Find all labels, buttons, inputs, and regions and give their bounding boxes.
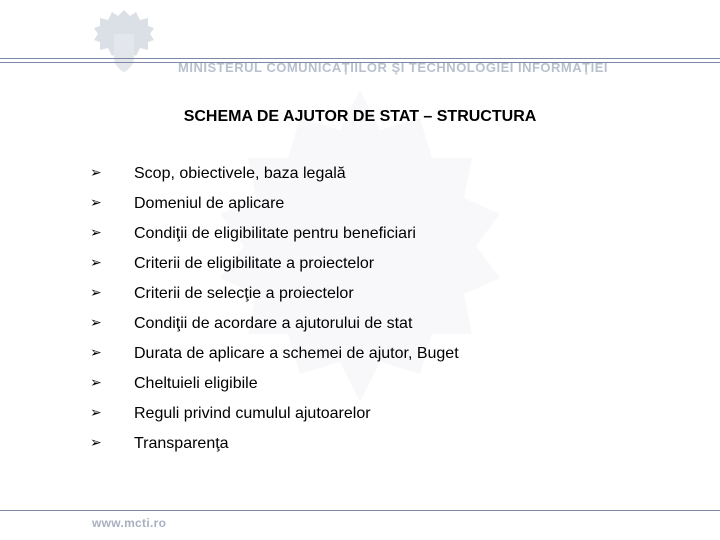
list-item: ➢ Criterii de eligibilitate a proiectelo… [90, 252, 660, 276]
list-item: ➢ Transparenţa [90, 432, 660, 456]
list-item-text: Cheltuieli eligibile [134, 372, 660, 396]
bullet-icon: ➢ [90, 432, 134, 453]
list-item: ➢ Cheltuieli eligibile [90, 372, 660, 396]
list-item: ➢ Criterii de selecţie a proiectelor [90, 282, 660, 306]
header-divider-top [0, 58, 720, 59]
coat-of-arms-icon [88, 8, 160, 76]
bullet-icon: ➢ [90, 162, 134, 183]
bullet-icon: ➢ [90, 312, 134, 333]
list-item-text: Condiţii de eligibilitate pentru benefic… [134, 222, 660, 246]
bullet-list: ➢ Scop, obiectivele, baza legală ➢ Domen… [90, 162, 660, 456]
list-item-text: Transparenţa [134, 432, 660, 456]
list-item-text: Durata de aplicare a schemei de ajutor, … [134, 342, 660, 366]
bullet-icon: ➢ [90, 372, 134, 393]
page-title: SCHEMA DE AJUTOR DE STAT – STRUCTURA [60, 108, 660, 126]
list-item: ➢ Condiţii de eligibilitate pentru benef… [90, 222, 660, 246]
list-item-text: Criterii de eligibilitate a proiectelor [134, 252, 660, 276]
ministry-label: MINISTERUL COMUNICAŢIILOR ŞI TECHNOLOGIE… [178, 60, 608, 75]
list-item: ➢ Domeniul de aplicare [90, 192, 660, 216]
footer-url: www.mcti.ro [92, 516, 166, 530]
list-item-text: Domeniul de aplicare [134, 192, 660, 216]
list-item-text: Scop, obiectivele, baza legală [134, 162, 660, 186]
header: MINISTERUL COMUNICAŢIILOR ŞI TECHNOLOGIE… [0, 0, 720, 78]
bullet-icon: ➢ [90, 282, 134, 303]
content-area: SCHEMA DE AJUTOR DE STAT – STRUCTURA ➢ S… [0, 78, 720, 456]
list-item-text: Reguli privind cumulul ajutoarelor [134, 402, 660, 426]
list-item: ➢ Reguli privind cumulul ajutoarelor [90, 402, 660, 426]
footer-divider [0, 510, 720, 511]
bullet-icon: ➢ [90, 222, 134, 243]
list-item: ➢ Scop, obiectivele, baza legală [90, 162, 660, 186]
bullet-icon: ➢ [90, 252, 134, 273]
list-item-text: Condiţii de acordare a ajutorului de sta… [134, 312, 660, 336]
footer: www.mcti.ro [0, 510, 720, 540]
bullet-icon: ➢ [90, 192, 134, 213]
bullet-icon: ➢ [90, 402, 134, 423]
bullet-icon: ➢ [90, 342, 134, 363]
list-item-text: Criterii de selecţie a proiectelor [134, 282, 660, 306]
list-item: ➢ Durata de aplicare a schemei de ajutor… [90, 342, 660, 366]
list-item: ➢ Condiţii de acordare a ajutorului de s… [90, 312, 660, 336]
